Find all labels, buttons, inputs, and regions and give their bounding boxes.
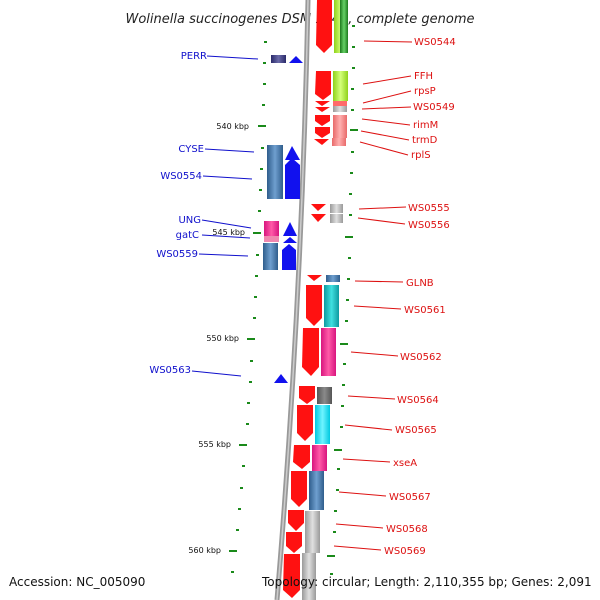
gene-label: trmD: [412, 135, 438, 146]
gene-label: WS0561: [404, 305, 446, 316]
gene-label: rplS: [411, 150, 431, 161]
label-ws0565[interactable]: WS0565: [344, 424, 437, 436]
gene-ung[interactable]: [264, 221, 297, 236]
gene-label: WS0559: [156, 249, 198, 260]
tick-label: 540 kbp: [216, 122, 249, 131]
map-title: Wolinella succinogenes DSM 1740, complet…: [125, 12, 474, 27]
gene-gatc[interactable]: [264, 236, 297, 243]
label-ws0567[interactable]: WS0567: [338, 491, 431, 503]
label-ws0564[interactable]: WS0564: [347, 395, 439, 406]
label-gatc[interactable]: gatC: [176, 230, 251, 241]
label-ws0569[interactable]: WS0569: [333, 545, 426, 557]
tick-555: 555 kbp: [198, 440, 247, 449]
gene-rimm[interactable]: [315, 115, 347, 127]
gene-cyse[interactable]: [267, 145, 300, 199]
gene-label: rpsP: [414, 86, 436, 97]
gene-label: WS0565: [395, 425, 437, 436]
label-ws0549[interactable]: WS0549: [361, 102, 455, 113]
accession-label: Accession: NC_005090: [9, 575, 145, 589]
label-ws0563[interactable]: WS0563: [149, 365, 242, 377]
label-ws0568[interactable]: WS0568: [335, 523, 428, 535]
label-ffh[interactable]: FFH: [362, 71, 433, 85]
label-ws0562[interactable]: WS0562: [350, 351, 442, 363]
gene-label: WS0562: [400, 352, 442, 363]
label-rpls[interactable]: rplS: [359, 141, 431, 161]
gene-rpsp[interactable]: [315, 101, 347, 106]
tick-550: 550 kbp: [206, 334, 255, 343]
label-trmd[interactable]: trmD: [360, 130, 438, 146]
tick-560: 560 kbp: [188, 546, 237, 555]
gene-label: gatC: [176, 230, 199, 241]
gene-ws0569[interactable]: [283, 532, 316, 600]
label-rpsp[interactable]: rpsP: [362, 86, 436, 104]
gene-ws0567[interactable]: [291, 471, 324, 510]
right-ticks: [327, 129, 358, 557]
gene-ws0544[interactable]: [316, 0, 348, 53]
gene-label: WS0569: [384, 546, 426, 557]
label-cyse[interactable]: CYSE: [178, 144, 255, 155]
gene-label: PERR: [181, 51, 207, 62]
gene-label: WS0554: [160, 171, 202, 182]
label-ws0544[interactable]: WS0544: [363, 37, 456, 48]
gene-label: WS0564: [397, 395, 439, 406]
tick-545: 545 kbp: [212, 228, 261, 237]
label-ws0561[interactable]: WS0561: [353, 305, 446, 316]
gene-label: WS0549: [413, 102, 455, 113]
label-ws0559[interactable]: WS0559: [156, 249, 249, 260]
gene-ffh[interactable]: [315, 71, 348, 101]
gene-ws0556[interactable]: [311, 214, 343, 223]
gene-trmd[interactable]: [315, 127, 347, 138]
gene-label: rimM: [413, 120, 438, 131]
gene-label: WS0563: [149, 365, 191, 376]
gene-label: WS0555: [408, 203, 450, 214]
ruler-dots-right: [330, 25, 355, 575]
label-ws0556[interactable]: WS0556: [357, 217, 450, 231]
gene-xsea[interactable]: [293, 445, 327, 471]
gene-ws0554[interactable]: [285, 158, 300, 199]
gene-glnb[interactable]: [307, 275, 340, 282]
gene-ws0568[interactable]: [288, 510, 320, 553]
gene-ws0549[interactable]: [315, 106, 347, 112]
gene-ws0562[interactable]: [302, 328, 336, 376]
label-rimm[interactable]: rimM: [361, 118, 438, 131]
gene-ws0555[interactable]: [311, 204, 343, 213]
gene-label: xseA: [393, 458, 417, 469]
gene-label: GLNB: [406, 278, 434, 289]
gene-ws0559[interactable]: [263, 243, 296, 270]
tick-label: 550 kbp: [206, 334, 239, 343]
tick-label: 545 kbp: [212, 228, 245, 237]
gene-label: WS0568: [386, 524, 428, 535]
gene-label: WS0567: [389, 492, 431, 503]
gene-label: UNG: [178, 215, 201, 226]
ruler-dots: [231, 41, 267, 573]
label-ung[interactable]: UNG: [178, 215, 252, 229]
gene-label: WS0556: [408, 220, 450, 231]
label-ws0555[interactable]: WS0555: [358, 203, 450, 214]
label-perr[interactable]: PERR: [181, 51, 259, 62]
gene-ws0565[interactable]: [297, 405, 330, 444]
gene-label: WS0544: [414, 37, 456, 48]
gene-ws0564[interactable]: [299, 386, 332, 404]
gene-ws0561[interactable]: [306, 285, 339, 327]
label-glnb[interactable]: GLNB: [354, 278, 434, 289]
gene-rpls[interactable]: [314, 138, 346, 146]
topology-label: Topology: circular; Length: 2,110,355 bp…: [261, 575, 592, 589]
gene-label: FFH: [414, 71, 433, 82]
gene-label: CYSE: [178, 144, 204, 155]
gene-ws0563[interactable]: [274, 374, 288, 383]
label-ws0554[interactable]: WS0554: [160, 171, 253, 182]
tick-label: 560 kbp: [188, 546, 221, 555]
tick-540: 540 kbp: [216, 122, 266, 131]
label-xsea[interactable]: xseA: [342, 458, 417, 469]
gene-perr[interactable]: [271, 55, 303, 63]
tick-label: 555 kbp: [198, 440, 231, 449]
